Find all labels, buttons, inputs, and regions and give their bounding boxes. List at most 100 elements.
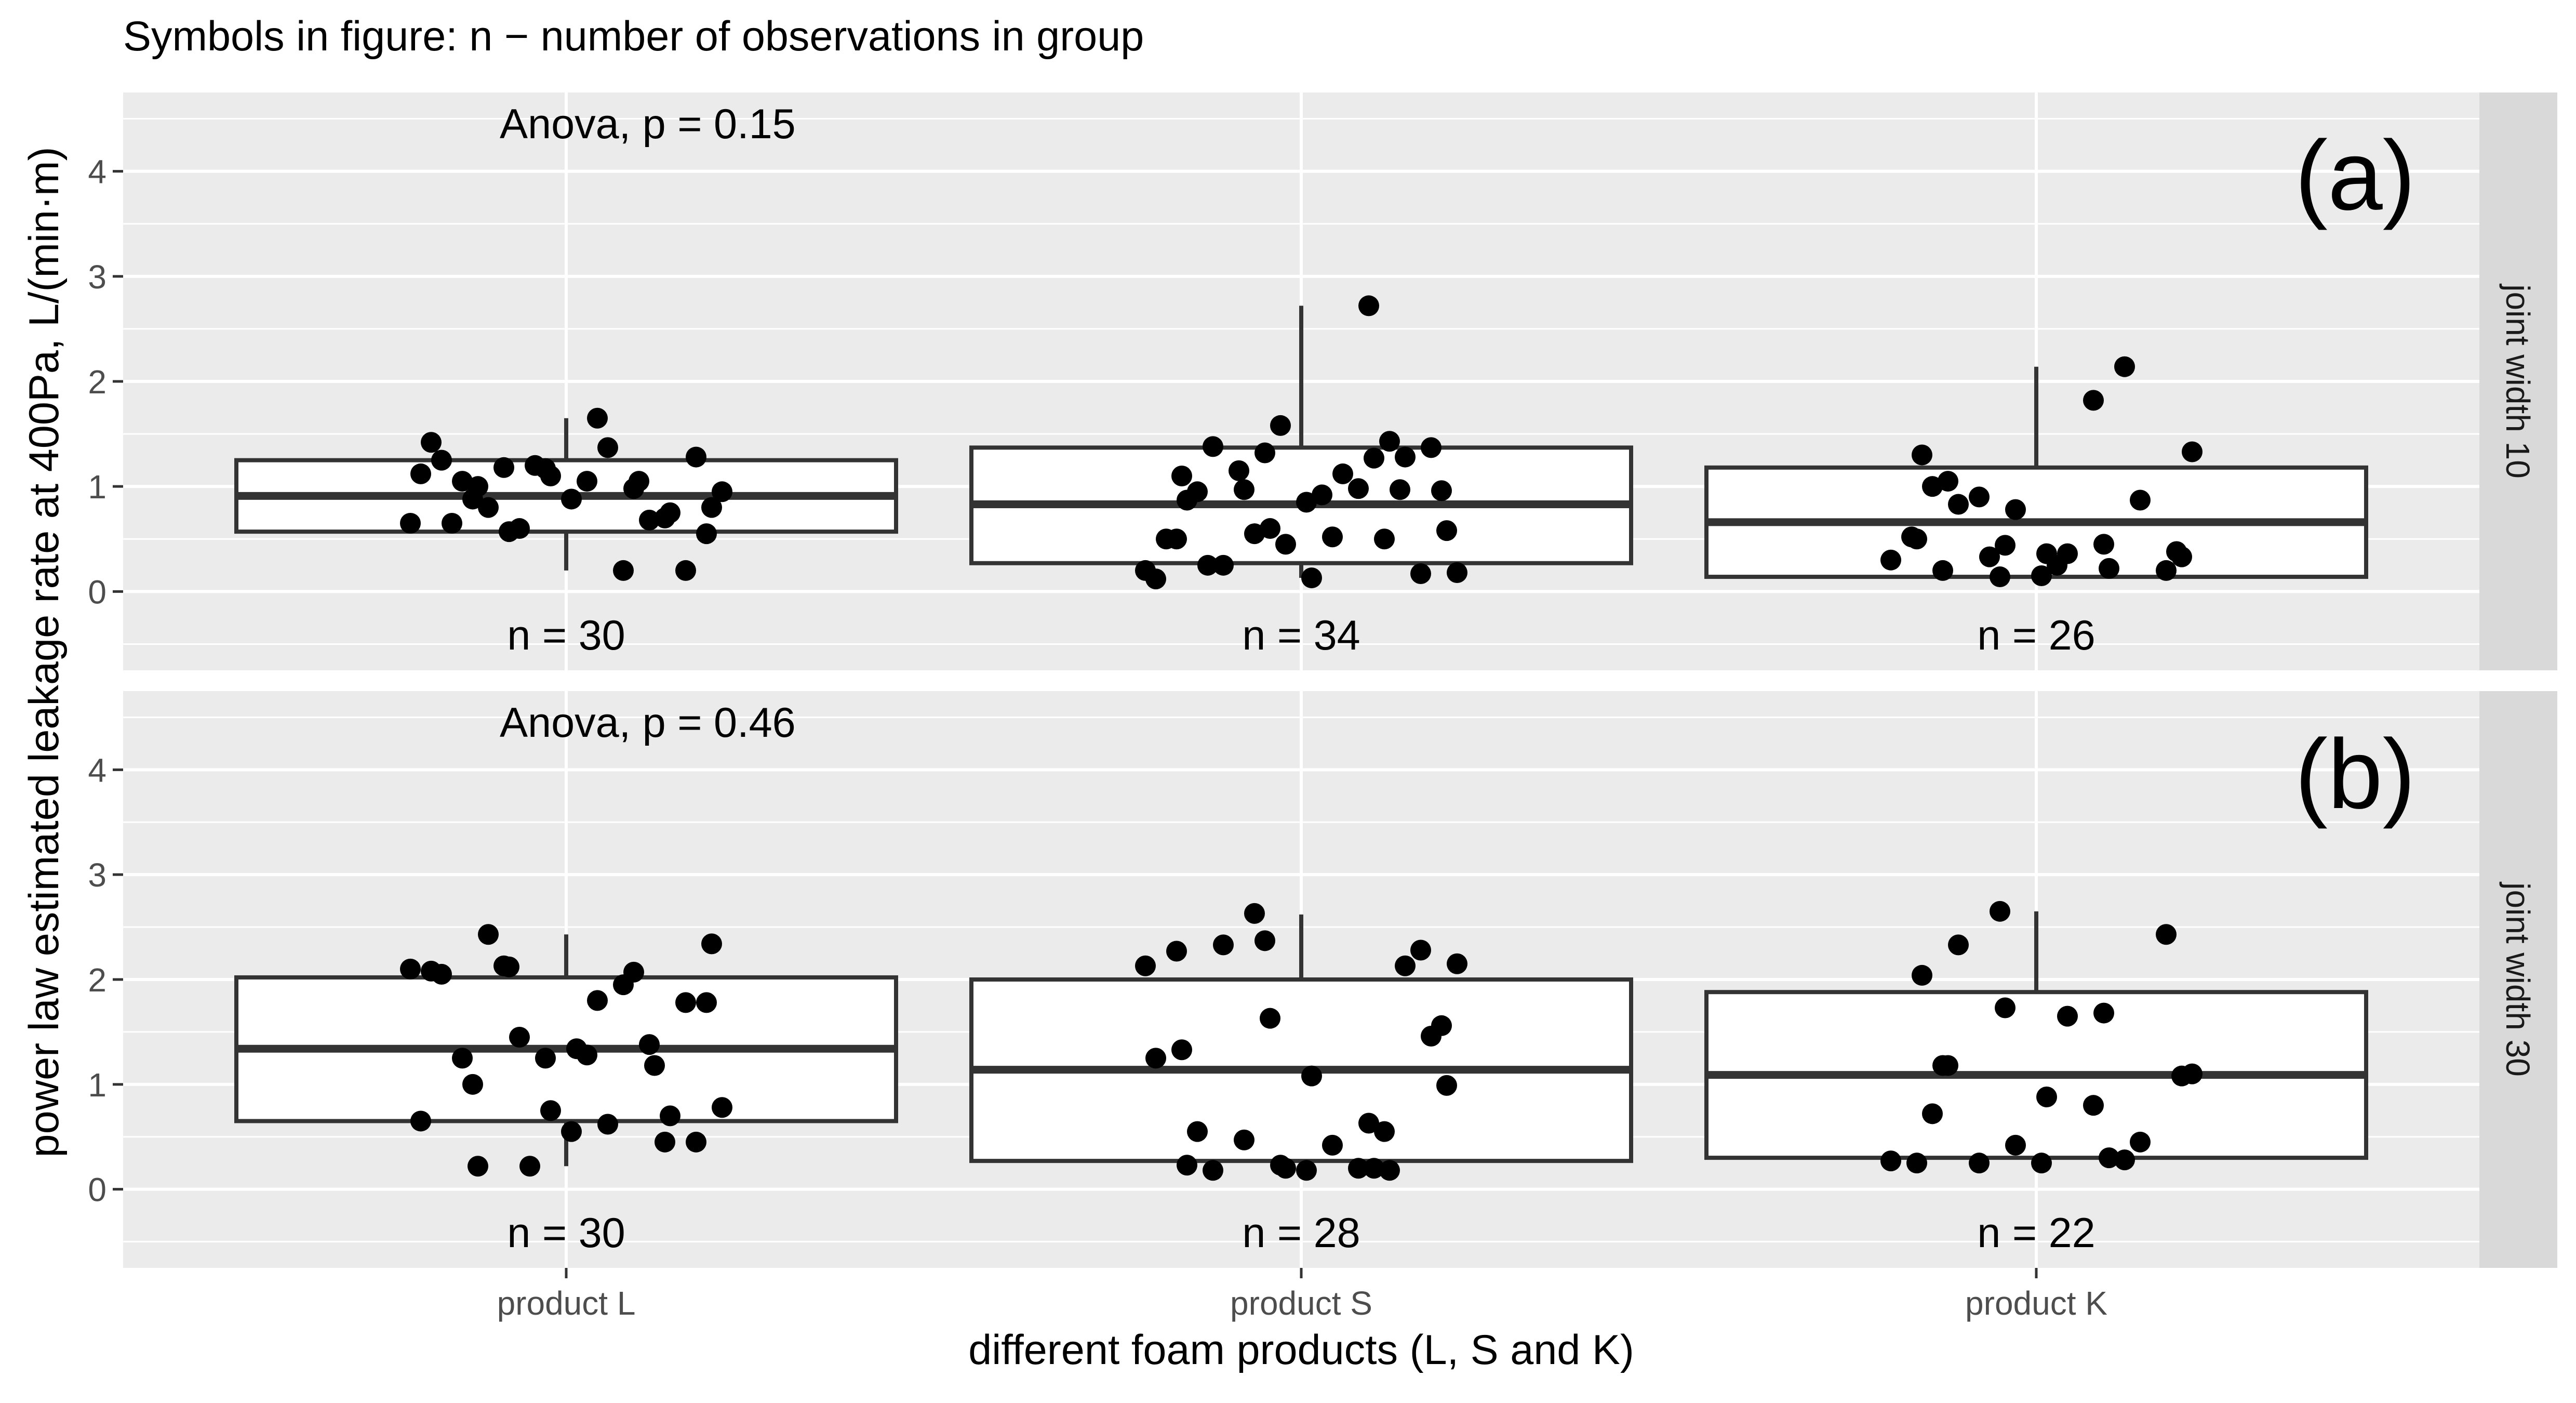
x-tick-label: product L [497, 1285, 636, 1322]
data-point [1322, 526, 1343, 548]
data-point [1969, 1153, 1990, 1174]
n-label: n = 26 [1977, 612, 2095, 659]
data-point [2099, 558, 2119, 579]
data-point [1275, 534, 1296, 555]
data-point [655, 1131, 675, 1153]
data-point [1990, 901, 2010, 922]
data-point [639, 509, 660, 531]
data-point [1270, 415, 1291, 436]
data-point [577, 471, 597, 492]
data-point [1447, 953, 1467, 974]
panel-label: (a) [2295, 121, 2415, 231]
data-point [2083, 1095, 2104, 1116]
data-point [1374, 528, 1395, 550]
data-point [1374, 1121, 1395, 1142]
data-point [696, 992, 717, 1013]
data-point [2182, 441, 2203, 462]
data-point [1145, 568, 1166, 590]
data-point [1234, 1129, 1254, 1150]
data-point [623, 478, 644, 499]
y-tick-label: 0 [88, 573, 106, 611]
figure-caption: Symbols in figure: n − number of observa… [123, 13, 1144, 60]
data-point [623, 961, 644, 983]
data-point [1379, 431, 1400, 452]
facet-panel-2: 0 1 2 3 4 joint width 30 Anova, p = 0.46 (b) n =… [88, 691, 2557, 1322]
data-point [597, 437, 618, 458]
data-point [2093, 534, 2114, 555]
data-point [1938, 471, 1958, 492]
data-point [1145, 1048, 1166, 1069]
facet-strip [2479, 92, 2557, 670]
data-point [1948, 934, 1969, 956]
data-point [701, 497, 722, 518]
n-label: n = 28 [1242, 1210, 1360, 1256]
data-point [499, 956, 519, 977]
data-point [2099, 1147, 2119, 1169]
data-point [1364, 447, 1384, 469]
data-point [452, 1048, 473, 1069]
y-tick-label: 1 [88, 468, 106, 506]
data-point [1177, 1155, 1197, 1176]
data-point [675, 560, 696, 581]
data-point [1135, 955, 1156, 976]
y-tick-label: 3 [88, 258, 106, 296]
data-point [587, 990, 608, 1011]
data-point [1296, 492, 1317, 513]
data-point [1995, 997, 2016, 1018]
data-point [468, 476, 488, 497]
box-group-product-l: n = 30 [234, 407, 898, 659]
data-point [1312, 484, 1332, 506]
data-point [1932, 560, 1953, 581]
data-point [1171, 1039, 1192, 1061]
data-point [535, 458, 556, 479]
data-point [1213, 554, 1234, 576]
data-point [499, 521, 519, 542]
data-point [1348, 1158, 1369, 1179]
data-point [410, 463, 431, 484]
data-point [686, 1131, 706, 1153]
box-group-product-k: n = 26 [1704, 356, 2368, 659]
box-group-product-s: n = 28 [969, 903, 1633, 1256]
data-point [1197, 554, 1218, 576]
n-label: n = 34 [1242, 612, 1360, 659]
data-point [1203, 436, 1223, 457]
data-point [1244, 523, 1265, 545]
data-point [1906, 528, 1927, 550]
n-label: n = 30 [507, 1210, 625, 1256]
y-tick-label: 2 [88, 961, 106, 999]
data-point [1880, 1150, 1901, 1172]
data-point [2036, 1087, 2057, 1108]
data-point [660, 502, 680, 523]
data-point [1358, 295, 1379, 316]
data-point [1379, 1160, 1400, 1181]
data-point [1421, 1025, 1442, 1047]
data-point [1296, 1160, 1317, 1181]
data-point [1244, 903, 1265, 924]
data-point [2171, 546, 2192, 567]
data-point [1995, 535, 2016, 556]
data-point [1156, 528, 1177, 550]
data-point [462, 1074, 483, 1095]
data-point [478, 924, 499, 945]
data-point [1203, 1160, 1223, 1181]
data-point [2047, 554, 2067, 576]
data-point [701, 933, 722, 955]
data-point [1254, 442, 1275, 464]
data-point [1969, 486, 1990, 508]
x-tick-label: product S [1230, 1285, 1372, 1322]
data-point [561, 1121, 582, 1142]
data-point [400, 512, 421, 534]
data-point [712, 1097, 732, 1118]
data-point [1922, 1103, 1943, 1124]
data-point [1932, 1055, 1953, 1076]
data-point [1348, 478, 1369, 499]
data-point [1431, 480, 1452, 501]
data-point [1213, 934, 1234, 956]
data-point [1301, 567, 1322, 589]
n-label: n = 30 [507, 612, 625, 659]
facet-panel-1: 0 1 2 3 4 joint width 10 Anova, p = 0.15 (a) n =… [88, 92, 2557, 670]
data-point [2182, 1063, 2203, 1084]
data-point [1364, 1158, 1384, 1179]
data-point [452, 471, 473, 492]
